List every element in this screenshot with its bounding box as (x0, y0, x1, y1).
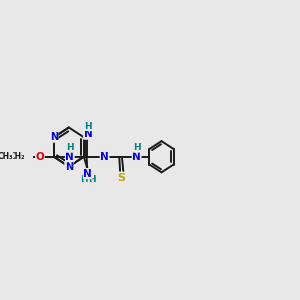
Text: N: N (50, 132, 58, 142)
Text: H: H (133, 143, 140, 152)
Text: O: O (35, 152, 44, 162)
Text: CH₂: CH₂ (9, 152, 25, 161)
Text: N: N (65, 161, 73, 172)
Text: H: H (88, 175, 96, 184)
Text: N: N (132, 152, 141, 162)
Text: N: N (83, 169, 92, 178)
Text: H: H (84, 122, 92, 131)
Text: H: H (80, 175, 87, 184)
Text: S: S (118, 173, 126, 183)
Text: CH₃: CH₃ (81, 175, 97, 184)
Text: H: H (66, 143, 74, 152)
Text: N: N (84, 129, 92, 139)
Text: CH₃: CH₃ (0, 152, 13, 161)
Text: N: N (65, 152, 74, 162)
Text: N: N (100, 152, 109, 162)
